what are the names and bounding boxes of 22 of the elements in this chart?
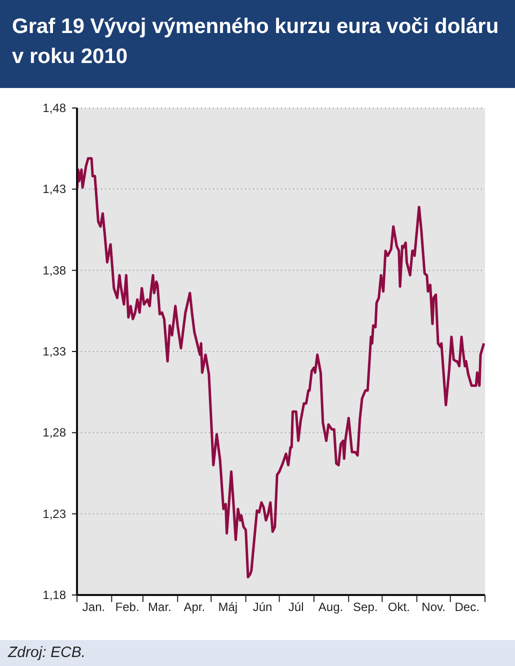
text: Zdroj: ECB.: [8, 644, 86, 661]
y-tick-label: 1,43: [42, 182, 66, 196]
y-tick-label: 1,38: [42, 263, 66, 278]
x-tick-label: Okt.: [388, 600, 410, 614]
x-tick-label: Nov.: [422, 600, 446, 614]
x-tick-label: Aug.: [318, 600, 344, 614]
x-tick-label: Jan.: [82, 600, 106, 614]
x-tick-label: Sep.: [353, 600, 378, 614]
x-tick-label: Jún: [252, 600, 272, 614]
x-tick-label: Júl: [288, 600, 304, 614]
x-tick-label: Feb.: [115, 600, 140, 614]
y-tick-label: 1,18: [42, 588, 66, 602]
chart-title: Graf 19 Vývoj výmenného kurzu eura voči doláru v roku 2010: [0, 0, 515, 88]
y-tick-label: 1,48: [42, 101, 66, 115]
y-tick-label: 1,33: [42, 344, 66, 358]
x-tick-label: Apr.: [184, 600, 206, 614]
x-tick-label: Máj: [218, 600, 238, 614]
y-tick-label: 1,28: [42, 426, 66, 440]
y-tick-label: 1,23: [42, 506, 66, 521]
x-tick-label: Dec.: [454, 600, 480, 614]
x-tick-label: Mar.: [148, 600, 172, 614]
line-series: [77, 157, 485, 578]
